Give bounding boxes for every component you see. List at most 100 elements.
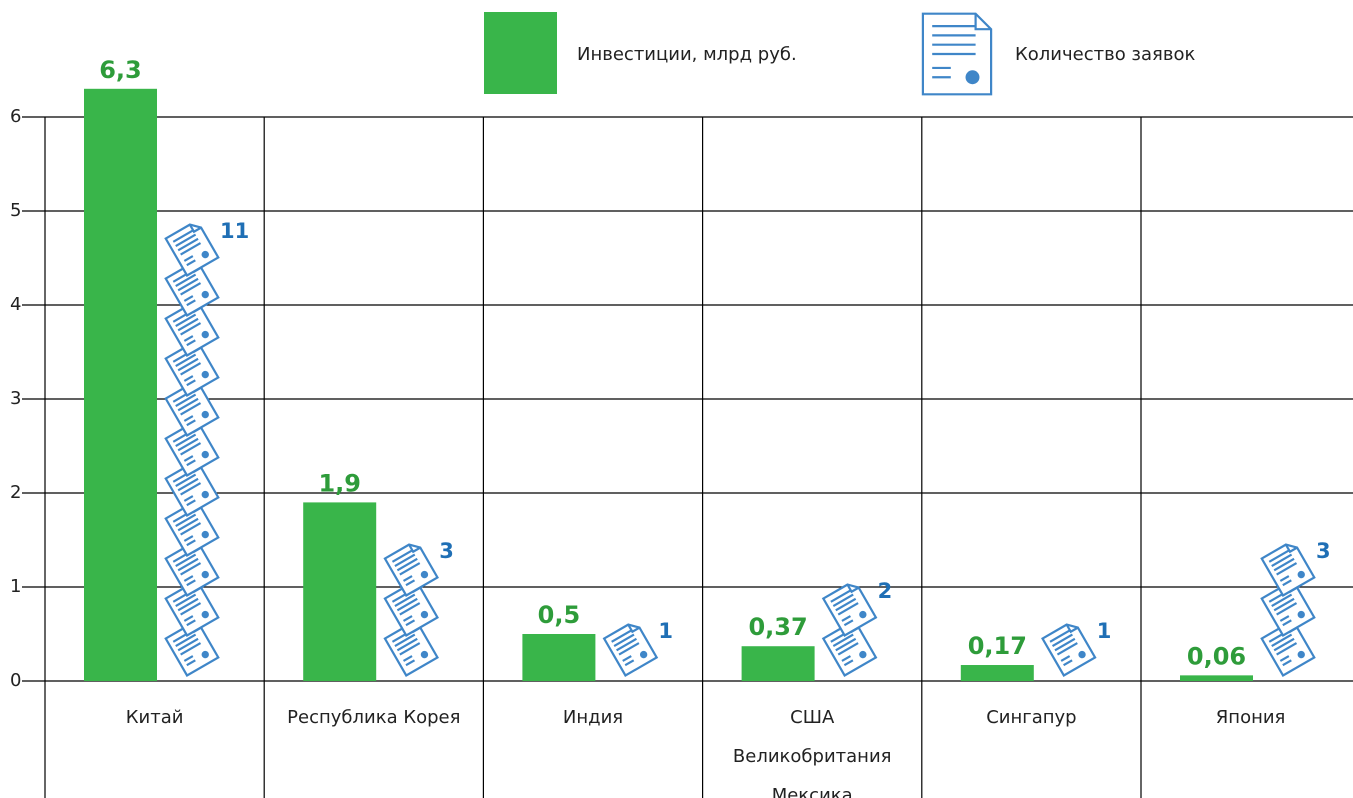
icon-line	[177, 597, 199, 612]
application-stack	[1260, 543, 1316, 677]
icon-line	[175, 393, 197, 407]
icon-line	[399, 562, 421, 576]
application-stack	[602, 623, 659, 677]
icon-line	[177, 397, 199, 412]
icon-line	[399, 642, 421, 656]
icon-line	[180, 282, 202, 296]
legend-label: Инвестиции, млрд руб.	[577, 44, 797, 65]
legend-swatch	[484, 12, 557, 94]
bar	[1180, 675, 1253, 681]
icon-line	[183, 575, 194, 582]
document-icon	[602, 623, 659, 677]
document-icon	[164, 623, 220, 677]
icon-line	[180, 362, 202, 376]
icon-line	[175, 233, 197, 247]
icon-line	[180, 642, 202, 656]
icon-line	[402, 615, 413, 622]
bar	[303, 502, 377, 681]
icon-fold	[974, 13, 992, 31]
icon-dot	[201, 530, 209, 539]
x-tick-label: США Великобритания Мексика	[733, 707, 892, 798]
icon-dot	[201, 490, 209, 499]
icon-fold	[408, 544, 421, 554]
icon-line	[177, 357, 199, 372]
icon-line	[183, 295, 194, 302]
value-label: 0,17	[968, 632, 1027, 660]
document-icon	[383, 543, 439, 597]
icon-line	[405, 659, 416, 667]
x-tick-label: Сингапур	[986, 707, 1076, 728]
icon-line	[175, 313, 197, 327]
icon-line	[180, 442, 202, 456]
icon-line	[622, 655, 632, 662]
icon-fold	[627, 624, 641, 634]
value-label: 0,06	[1187, 642, 1246, 670]
icon-line	[611, 629, 633, 643]
icon-line	[1282, 579, 1292, 587]
icon-line	[1273, 557, 1295, 572]
document-icon	[821, 583, 878, 637]
application-stack	[383, 543, 439, 677]
document-icon	[164, 303, 220, 357]
icon-line	[1276, 642, 1298, 656]
icon-dot	[1297, 610, 1305, 619]
icon-line	[1276, 602, 1298, 616]
x-tick-label: Япония	[1216, 707, 1286, 728]
icon-line	[186, 419, 196, 427]
count-label: 1	[658, 619, 673, 643]
icon-dot	[1297, 570, 1305, 579]
document-icon	[1041, 623, 1097, 677]
icon-line	[186, 339, 196, 347]
document-icon	[164, 223, 220, 277]
icon-line	[841, 655, 851, 662]
icon-line	[186, 259, 196, 267]
icon-line	[186, 539, 196, 547]
icon-line	[1049, 629, 1071, 643]
x-tick-label: Китай	[126, 707, 184, 728]
count-label: 2	[878, 579, 893, 603]
y-tick-label: 6	[10, 106, 21, 127]
icon-line	[180, 322, 202, 336]
icon-line	[1273, 637, 1295, 652]
icon-dot	[965, 70, 980, 85]
icon-line	[1060, 655, 1071, 662]
icon-line	[183, 335, 194, 342]
icon-dot	[420, 570, 429, 579]
icon-line	[402, 575, 413, 582]
icon-line	[175, 273, 197, 287]
icon-line	[183, 415, 194, 422]
document-icon	[164, 343, 220, 397]
icon-line	[1268, 549, 1290, 563]
icon-line	[405, 619, 416, 627]
icon-line	[186, 579, 196, 587]
icon-line	[186, 299, 196, 307]
icon-line	[186, 459, 196, 467]
icon-dot	[201, 650, 209, 659]
icon-line	[1279, 575, 1290, 582]
y-tick-label: 4	[10, 294, 21, 315]
icon-line	[624, 659, 635, 667]
icon-line	[183, 255, 194, 262]
icon-line	[180, 522, 202, 536]
icon-line	[175, 593, 197, 607]
icon-line	[1273, 597, 1295, 612]
icon-line	[186, 379, 196, 387]
icon-line	[183, 655, 194, 662]
icon-line	[394, 593, 416, 607]
icon-line	[177, 277, 199, 292]
icon-dot	[420, 650, 429, 659]
icon-line	[177, 517, 199, 532]
icon-line	[843, 659, 854, 667]
icon-line	[837, 602, 859, 616]
icon-line	[832, 593, 854, 607]
document-icon	[164, 583, 220, 637]
icon-dot	[201, 330, 209, 339]
bar	[522, 634, 596, 681]
bar	[960, 665, 1034, 681]
icon-line	[832, 633, 854, 647]
document-icon	[921, 12, 993, 96]
y-tick-label: 2	[10, 482, 21, 503]
icon-line	[1054, 637, 1076, 652]
value-label: 0,37	[748, 613, 807, 641]
icon-fold	[188, 224, 202, 234]
